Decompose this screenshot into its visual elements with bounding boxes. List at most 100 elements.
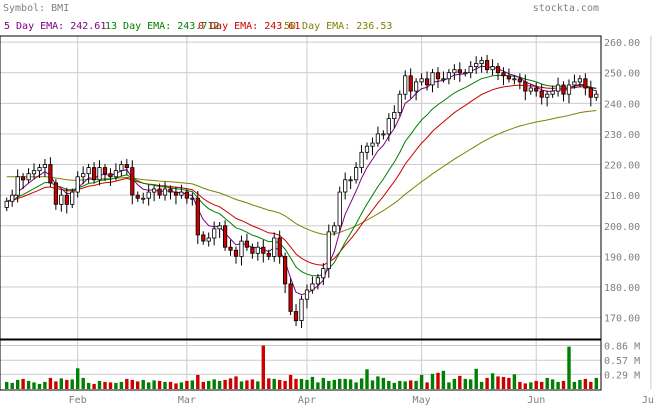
candle (124, 159, 129, 175)
candle (157, 183, 162, 199)
volume-bar (130, 379, 134, 389)
month-label: Apr (298, 395, 316, 406)
candle (4, 197, 9, 212)
candle-body-up (206, 237, 211, 242)
candle-body-up (179, 191, 184, 196)
candle (528, 84, 533, 95)
volume-bar (381, 377, 386, 389)
candle (343, 172, 348, 200)
candle-body-up (403, 75, 408, 95)
volume-bar (59, 378, 63, 389)
ema20-line (6, 84, 597, 266)
candle-body-down (583, 78, 588, 89)
volume-bar (518, 381, 522, 389)
volume-bar (185, 380, 189, 389)
candle (419, 73, 424, 86)
volume-bar (125, 378, 129, 389)
candle (550, 85, 555, 98)
candle-body-down (539, 90, 544, 98)
candle (135, 191, 140, 202)
candle (272, 232, 277, 262)
price-tick-label: 210.00 (604, 191, 640, 202)
volume-bar (469, 379, 473, 389)
candle (523, 74, 528, 101)
candle-body-up (566, 84, 572, 95)
candle (141, 192, 146, 204)
volume-bar (316, 382, 320, 389)
candle-body-down (277, 237, 282, 257)
legend-ema13: 13 Day EMA: 243.712 (105, 21, 219, 32)
volume-bar (278, 379, 282, 389)
price-grid (0, 41, 601, 319)
candle (26, 168, 31, 184)
candle-body-up (212, 228, 217, 239)
candle (179, 184, 184, 199)
volume-bar (392, 382, 396, 389)
candle-body-down (108, 173, 113, 178)
candle (413, 78, 419, 101)
volume-bar (114, 382, 118, 389)
volume-bar (223, 379, 227, 389)
candle-body-up (86, 167, 91, 175)
candle-body-down (102, 167, 108, 175)
month-axis-labels: Feb Mar Apr May Jun Jul (69, 395, 655, 406)
candle-body-up (594, 93, 599, 98)
volume-bar (212, 379, 216, 389)
volume-bar (32, 382, 36, 389)
candle (364, 142, 370, 160)
candle (463, 69, 468, 77)
volume-bar (370, 380, 375, 389)
volume-tick-label: 0.86 M (604, 342, 640, 353)
volume-bar (92, 383, 96, 389)
legend: 5 Day EMA: 242.61 13 Day EMA: 243.712 0 … (4, 21, 392, 32)
candle-body-up (255, 246, 260, 254)
candle (228, 239, 233, 256)
candle-body-up (10, 194, 15, 202)
volume-bars (5, 345, 598, 389)
candle (244, 233, 249, 251)
candle (288, 278, 293, 316)
candle (108, 168, 113, 186)
month-label: Jun (527, 395, 545, 406)
candle (277, 230, 282, 264)
month-grid (77, 36, 652, 389)
candle (479, 56, 484, 73)
candle-body-up (315, 277, 321, 285)
volume-bar (239, 381, 244, 389)
candle-body-up (577, 78, 583, 83)
candle (545, 90, 550, 107)
candle-body-down (408, 75, 413, 92)
volume-bar (16, 379, 20, 389)
candle-body-up (419, 78, 424, 83)
price-axis-labels: 170.00 180.00 190.00 200.00 210.00 220.00 230.… (604, 38, 640, 324)
candle (119, 160, 124, 177)
volume-bar (299, 378, 304, 389)
candle (370, 137, 375, 156)
volume-bar (305, 379, 309, 389)
volume-bar (256, 381, 260, 389)
candle (168, 185, 173, 200)
volume-bar (179, 382, 184, 389)
candle (359, 144, 364, 174)
volume-bar (425, 382, 429, 389)
volume-bar (496, 376, 500, 389)
volume-bar (561, 380, 566, 389)
candle-body-up (375, 133, 381, 144)
volume-bar (310, 376, 315, 389)
candle (512, 75, 517, 85)
candle-body-up (348, 179, 353, 182)
candle-body-up (343, 179, 348, 193)
volume-bar (43, 381, 47, 389)
candle-body-up (81, 173, 86, 178)
volume-bar (572, 381, 577, 389)
volume-bar (65, 379, 69, 389)
candle-body-up (119, 164, 124, 171)
price-tick-label: 230.00 (604, 130, 640, 141)
candle (201, 231, 206, 245)
brand-label[interactable]: stockta.com (533, 3, 599, 14)
price-tick-label: 250.00 (604, 69, 640, 80)
candle (424, 71, 430, 91)
candle (326, 224, 331, 278)
candle-body-up (326, 231, 331, 269)
candle-body-down (92, 167, 97, 181)
